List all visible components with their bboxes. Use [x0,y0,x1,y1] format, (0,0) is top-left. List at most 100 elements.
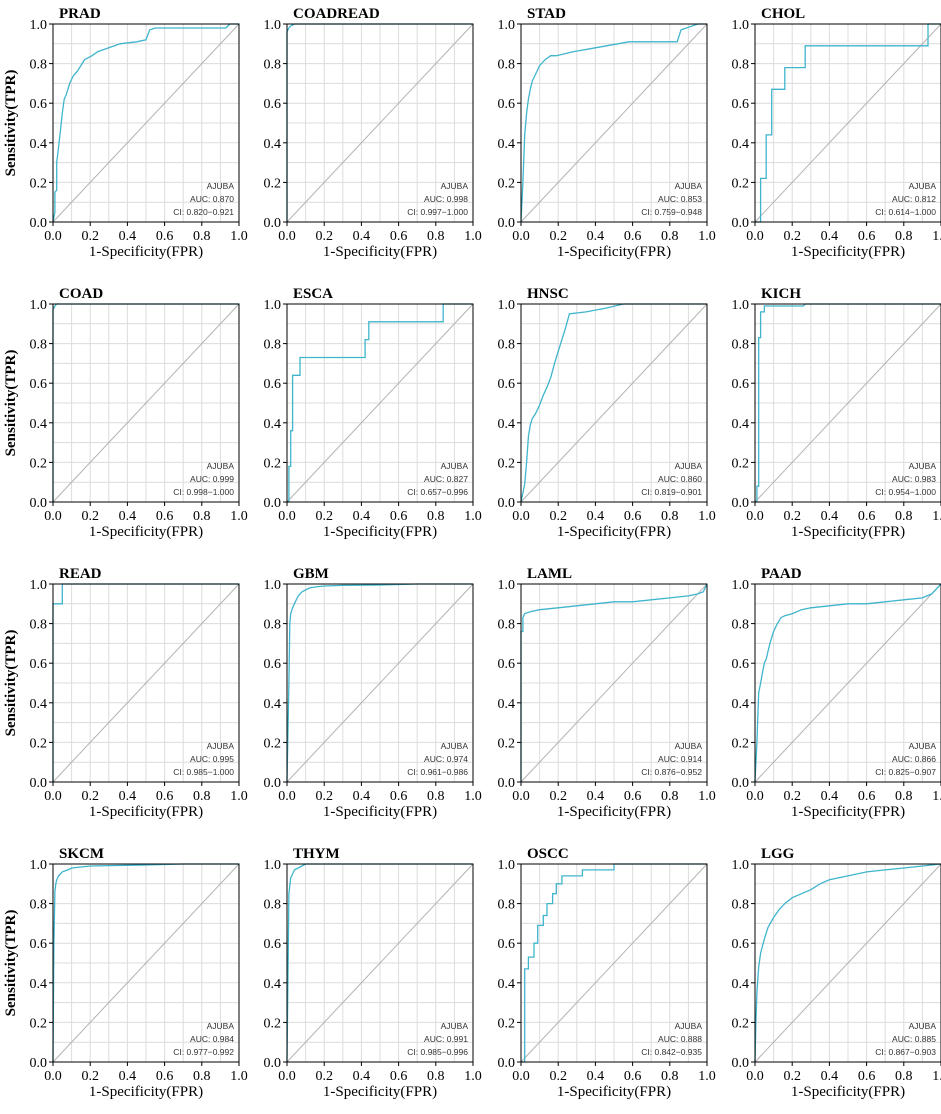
panel-title: COADREAD [293,6,380,22]
x-tick-label: 0.4 [821,229,839,244]
y-tick-label: 0.2 [30,456,48,471]
y-tick-label: 0.8 [732,338,750,353]
grid [754,583,941,783]
auc-value: AUC: 0.999 [190,474,234,484]
y-tick-label: 0.0 [264,216,282,231]
gene-label: AJUBA [441,741,469,751]
gene-label: AJUBA [207,1021,235,1031]
roc-curve [520,23,707,223]
x-axis-label: 1-Specificity(FPR) [557,1084,671,1100]
x-tick-label: 0.2 [549,1069,567,1084]
y-tick-label: 0.0 [30,776,48,791]
y-tick-label: 0.0 [30,216,48,231]
diagonal-reference-line [52,303,240,503]
roc-curve [287,303,473,503]
stats-annotation: AJUBA AUC: 0.860 CI: 0.819−0.901 [641,461,702,497]
panel-title: GBM [293,566,329,582]
y-tick-label: 1.0 [264,298,282,313]
y-tick-label: 1.0 [732,298,750,313]
diagonal-reference-line [52,583,240,783]
diagonal-reference-line [520,863,708,1063]
y-tick-label: 0.4 [498,417,516,432]
y-axis-label: Sensitivity(TPR) [3,630,19,737]
y-tick-label: 0.6 [498,377,516,392]
roc-panel-lgg: 0.00.0 0.2 0.2 0.4 0.4 0.6 0.6 0.8 0.8 1.0 1.0 1-Sp… [732,846,941,1100]
x-axis-label: 1-Specificity(FPR) [89,1084,203,1100]
x-tick-label: 0.8 [661,1069,679,1084]
gene-label: AJUBA [909,1021,937,1031]
x-tick-label: 0.6 [156,509,174,524]
x-tick-label: 0.4 [353,789,371,804]
plot-frame [520,583,708,783]
ci-value: CI: 0.820−0.921 [173,207,234,217]
y-tick-label: 0.2 [732,736,750,751]
y-tick-label: 0.8 [498,618,516,633]
panel-title: KICH [761,286,801,302]
x-axis-label: 1-Specificity(FPR) [323,524,437,540]
roc-curve [520,583,708,782]
y-tick-label: 0.0 [732,776,750,791]
y-tick-label: 0.8 [732,618,750,633]
y-tick-label: 0.4 [732,417,750,432]
x-axis-label: 1-Specificity(FPR) [323,244,437,260]
x-tick-label: 1.0 [932,229,941,244]
stats-annotation: AJUBA AUC: 0.870 CI: 0.820−0.921 [173,181,234,217]
x-tick-label: 0.8 [661,229,679,244]
stats-annotation: AJUBA AUC: 0.983 CI: 0.954−1.000 [875,461,936,497]
y-tick-label: 0.2 [264,176,282,191]
panel-title: COAD [59,286,103,302]
x-axis-label: 1-Specificity(FPR) [791,244,905,260]
diagonal-reference-line [286,583,474,783]
roc-panel-coad: 0.00.0 0.2 0.2 0.4 0.4 0.6 0.6 0.8 0.8 1.0 1.0 1-Sp… [3,286,248,540]
roc-curve [754,583,941,783]
gene-label: AJUBA [675,1021,703,1031]
y-tick-label: 0.8 [264,338,282,353]
x-tick-label: 0.8 [661,789,679,804]
stats-annotation: AJUBA AUC: 0.885 CI: 0.867−0.903 [875,1021,936,1057]
x-tick-label: 0.4 [587,229,605,244]
x-tick-label: 0.8 [427,229,445,244]
x-tick-label: 0.0 [512,789,530,804]
auc-value: AUC: 0.870 [190,194,234,204]
plot-frame [754,303,941,503]
y-tick-label: 0.8 [30,618,48,633]
x-tick-label: 0.8 [193,229,211,244]
gene-label: AJUBA [441,461,469,471]
auc-value: AUC: 0.888 [658,1034,702,1044]
x-tick-label: 0.4 [353,1069,371,1084]
x-tick-label: 0.8 [427,509,445,524]
x-tick-label: 0.6 [624,1069,642,1084]
y-tick-label: 0.0 [498,496,516,511]
panel-title: THYM [293,846,340,862]
y-tick-label: 0.2 [732,456,750,471]
roc-panel-paad: 0.00.0 0.2 0.2 0.4 0.4 0.6 0.6 0.8 0.8 1.0 1.0 1-Sp… [732,566,941,820]
ci-value: CI: 0.614−1.000 [875,207,936,217]
y-tick-label: 0.6 [732,657,750,672]
ci-value: CI: 0.657−0.996 [407,487,468,497]
ci-value: CI: 0.997−1.000 [407,207,468,217]
gene-label: AJUBA [441,181,469,191]
x-tick-label: 0.6 [156,1069,174,1084]
plot-frame [754,863,941,1063]
y-tick-label: 1.0 [498,298,516,313]
y-tick-label: 0.8 [264,898,282,913]
x-tick-label: 0.0 [278,1069,296,1084]
stats-annotation: AJUBA AUC: 0.991 CI: 0.985−0.996 [407,1021,468,1057]
x-axis-label: 1-Specificity(FPR) [323,1084,437,1100]
roc-panel-laml: 0.00.0 0.2 0.2 0.4 0.4 0.6 0.6 0.8 0.8 1.0 1.0 1-Sp… [498,566,716,820]
x-tick-label: 0.0 [512,1069,530,1084]
x-tick-label: 1.0 [698,789,716,804]
x-tick-label: 0.4 [119,789,137,804]
y-tick-label: 0.0 [732,496,750,511]
auc-value: AUC: 0.995 [190,754,234,764]
x-tick-label: 1.0 [932,789,941,804]
gene-label: AJUBA [441,1021,469,1031]
y-tick-label: 1.0 [30,578,48,593]
x-tick-label: 1.0 [698,509,716,524]
x-tick-label: 0.0 [44,229,62,244]
x-tick-label: 0.6 [858,789,876,804]
plot-frame [286,863,474,1063]
x-tick-label: 0.6 [858,1069,876,1084]
plot-frame [286,23,474,223]
